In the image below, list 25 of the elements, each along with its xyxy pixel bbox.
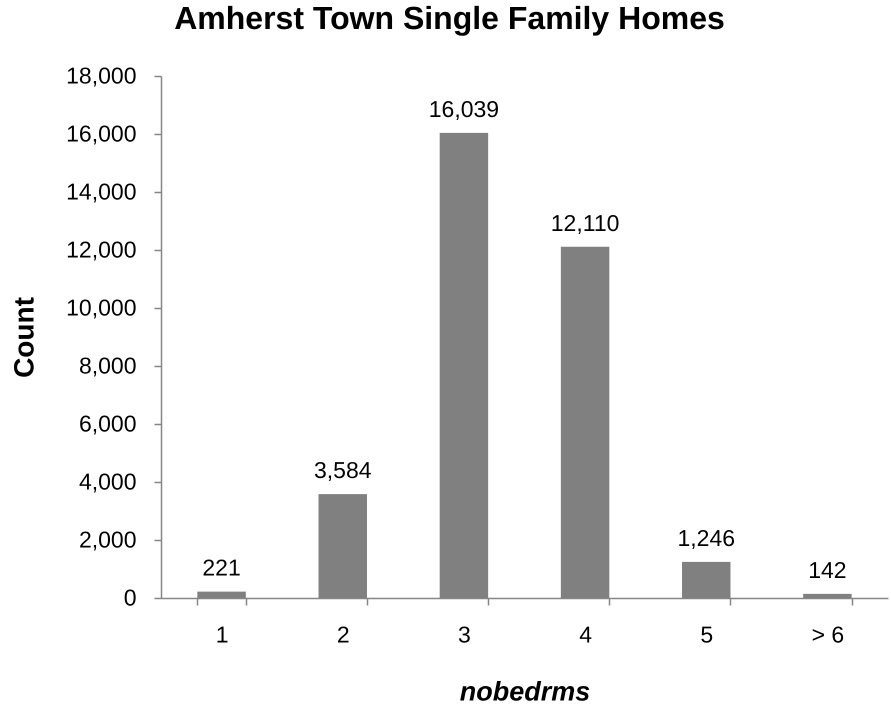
x-axis-title: nobedrms bbox=[460, 676, 590, 706]
y-tick-label: 8,000 bbox=[78, 352, 136, 378]
data-label: 221 bbox=[202, 554, 241, 581]
data-label: 3,584 bbox=[314, 457, 372, 484]
data-label: 16,039 bbox=[428, 96, 500, 122]
x-tick-label: 2 bbox=[336, 622, 350, 648]
y-tick-label: 14,000 bbox=[66, 178, 136, 204]
data-label: 12,110 bbox=[550, 210, 620, 236]
x-tick-label: 1 bbox=[216, 622, 228, 648]
y-tick-label: 2,000 bbox=[78, 526, 136, 552]
y-tick-label: 4,000 bbox=[78, 468, 136, 494]
x-tick-label: 5 bbox=[700, 622, 714, 648]
y-tick-label: 10,000 bbox=[66, 294, 136, 320]
x-tick-label: 4 bbox=[579, 622, 592, 648]
x-tick-label: 3 bbox=[458, 622, 471, 648]
y-tick-label: 6,000 bbox=[78, 410, 136, 436]
chart-title: Amherst Town Single Family Homes bbox=[174, 0, 725, 36]
y-tick-label: 0 bbox=[124, 584, 136, 610]
x-tick-label: > 6 bbox=[812, 622, 844, 648]
y-tick-label: 18,000 bbox=[66, 62, 136, 88]
y-axis-title: Count bbox=[8, 297, 40, 378]
y-tick-label: 16,000 bbox=[66, 120, 136, 146]
data-label: 142 bbox=[808, 556, 847, 583]
y-tick-label: 12,000 bbox=[66, 236, 136, 262]
data-label: 1,246 bbox=[677, 524, 736, 551]
